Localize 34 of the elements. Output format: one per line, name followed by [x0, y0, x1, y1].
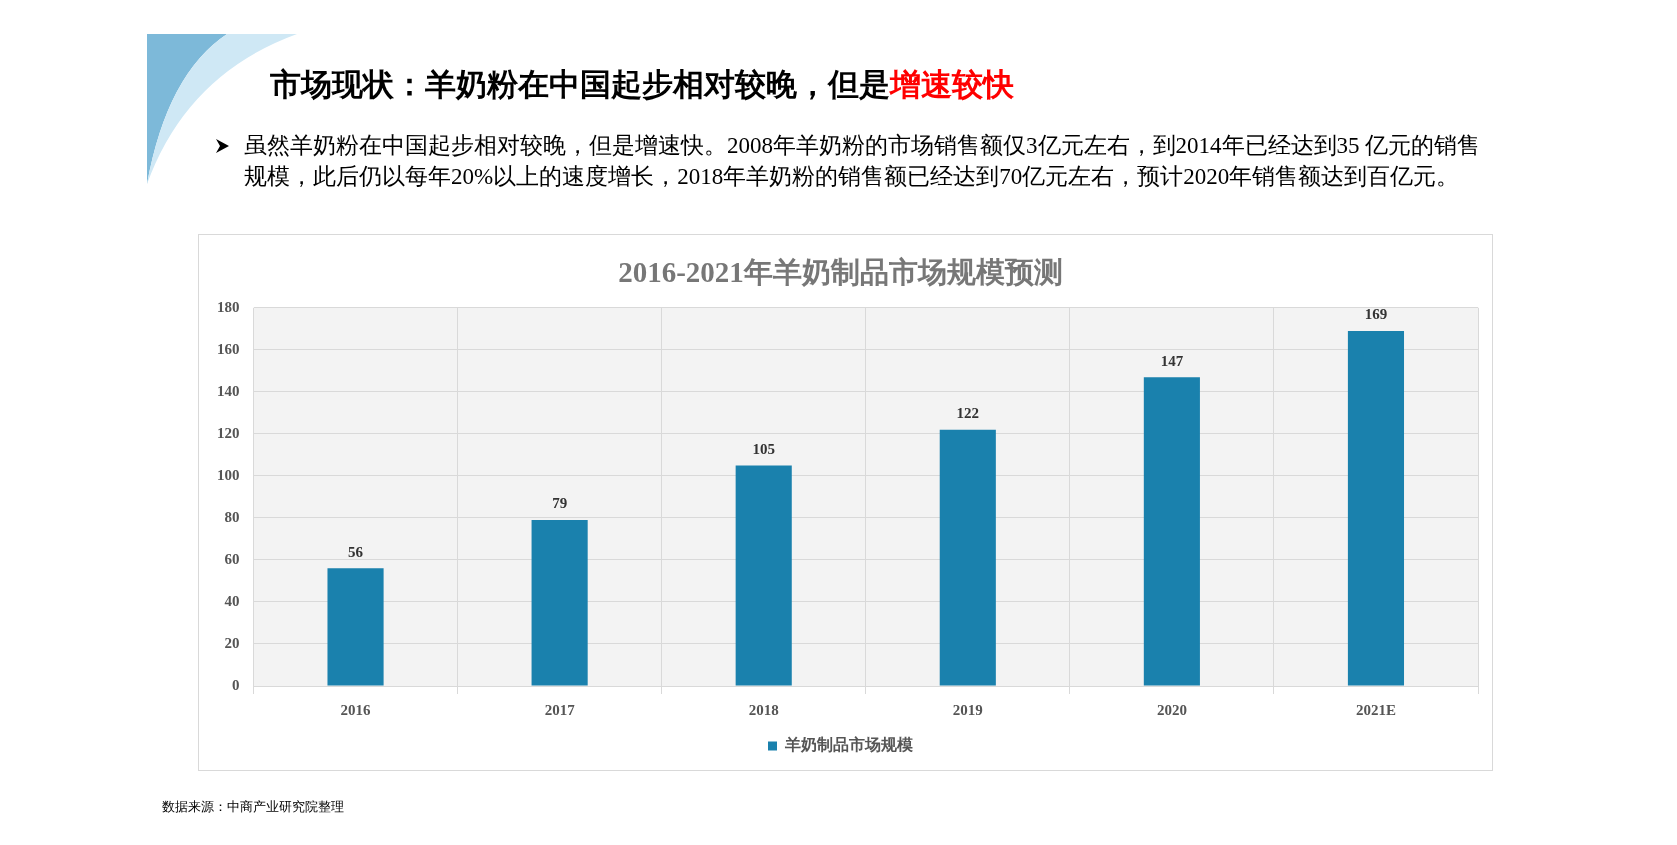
chart-title: 2016-2021年羊奶制品市场规模预测: [618, 255, 1063, 288]
source-note: 数据来源：中商产业研究院整理: [162, 798, 344, 816]
bar: [1347, 330, 1405, 686]
y-tick-label: 120: [217, 424, 240, 441]
data-label: 105: [752, 440, 775, 457]
y-tick-label: 20: [224, 634, 240, 651]
text: 市场现状：羊奶粉在中国起步相对较晚，但是: [270, 67, 890, 102]
data-label: 147: [1160, 352, 1184, 369]
y-tick-label: 40: [224, 592, 240, 609]
x-tick-label: 2016: [340, 701, 372, 718]
data-label: 122: [956, 405, 980, 422]
text: 增速较快: [890, 67, 1014, 102]
y-tick-label: 80: [224, 508, 240, 525]
bar: [735, 465, 792, 686]
data-label: 169: [1364, 306, 1388, 323]
y-tick-label: 0: [232, 676, 240, 693]
bar: [1143, 377, 1200, 686]
data-label: 79: [552, 495, 568, 512]
bar: [327, 568, 384, 686]
x-tick-label: 2021E: [1355, 701, 1396, 718]
y-tick-label: 60: [224, 550, 240, 567]
y-tick-label: 180: [217, 298, 240, 315]
x-tick-label: 2019: [952, 701, 983, 718]
x-tick-label: 2018: [748, 701, 779, 718]
x-tick-label: 2017: [544, 701, 576, 718]
text: 虽然羊奶粉在中国起步相对较晚，但是增速快。2008年羊奶粉的市场销售额仅3亿元左右，到2014年已经达到35 亿元的销售规模，此后仍以每年20%以上的速度增长，2018年羊奶粉的销售额已经达到70亿元左右，预计2020年销售额达到百亿元。: [244, 132, 1482, 191]
y-tick-label: 100: [217, 466, 240, 483]
x-tick-label: 2020: [1156, 701, 1187, 718]
bar: [939, 429, 996, 686]
y-tick-label: 140: [217, 382, 240, 399]
legend-label: 羊奶制品市场规模: [784, 736, 913, 754]
bar: [531, 520, 588, 686]
y-tick-label: 160: [217, 340, 240, 357]
data-label: 56: [348, 543, 364, 560]
